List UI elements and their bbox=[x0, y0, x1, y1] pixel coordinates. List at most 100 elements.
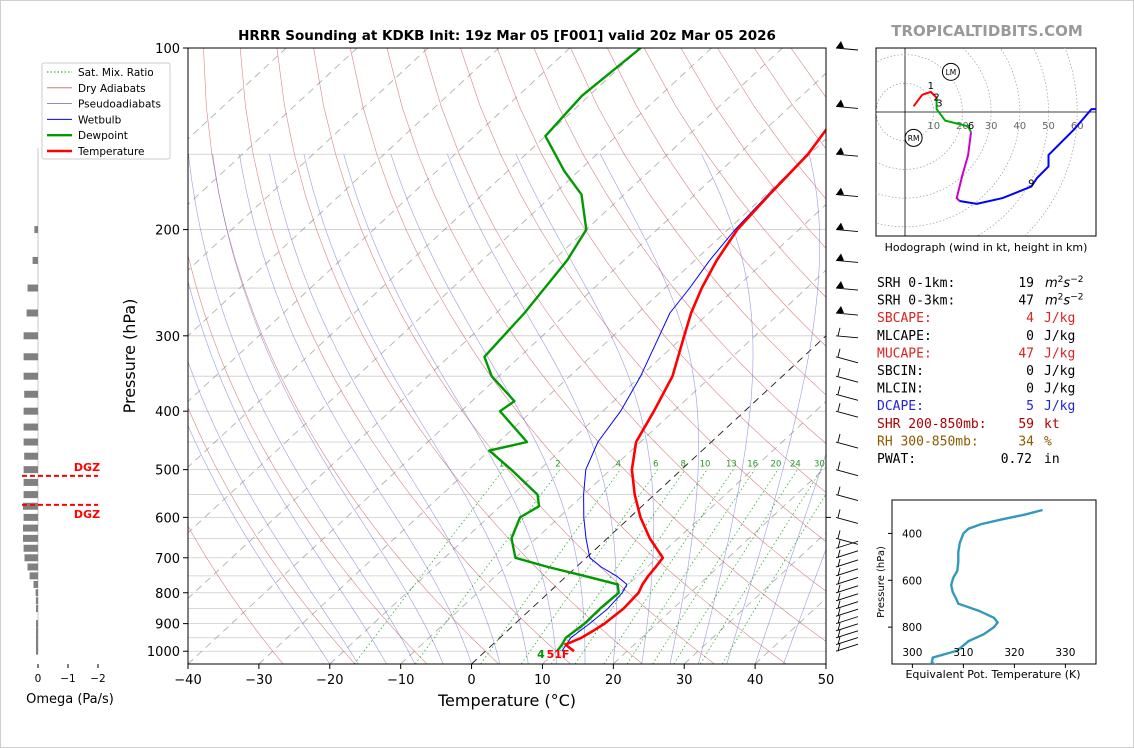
wind-barb bbox=[835, 550, 859, 559]
dgz-label: DGZ bbox=[74, 461, 100, 474]
wind-barb bbox=[835, 623, 859, 632]
surface-labels: 4 51F bbox=[537, 648, 569, 661]
omega-bar bbox=[23, 372, 38, 380]
chart-title: HRRR Sounding at KDKB Init: 19z Mar 05 [… bbox=[238, 28, 776, 44]
legend-label: Dry Adiabats bbox=[78, 83, 146, 95]
pseudoadiabat-line bbox=[783, 548, 826, 664]
index-value: 47 bbox=[1018, 346, 1034, 361]
index-unit-part: s bbox=[1063, 294, 1070, 309]
omega-bar bbox=[23, 534, 38, 542]
y-tick-label: 500 bbox=[155, 464, 180, 479]
wind-barb-feather bbox=[837, 643, 841, 652]
wetbulb-line bbox=[561, 128, 826, 652]
hodograph-ring bbox=[976, 48, 1049, 236]
mixing-ratio-line bbox=[721, 493, 826, 664]
omega-bar bbox=[36, 605, 38, 613]
index-unit: m2s−2 bbox=[1045, 275, 1083, 291]
wind-barb-feather bbox=[837, 509, 841, 518]
mixing-ratio-label: 10 bbox=[700, 460, 711, 470]
hodograph-ring bbox=[1023, 48, 1078, 236]
skew-t-profiles bbox=[483, 48, 826, 653]
x-tick-label: −20 bbox=[316, 673, 343, 688]
x-tick-label: 0 bbox=[467, 673, 475, 688]
omega-bar bbox=[35, 589, 38, 597]
dry-adiabat-line bbox=[533, 48, 826, 444]
wind-barb-flag bbox=[836, 281, 844, 289]
wind-barb bbox=[835, 630, 859, 639]
index-unit: % bbox=[1044, 434, 1052, 449]
wind-barb bbox=[835, 601, 859, 610]
wind-barb-feather bbox=[837, 592, 841, 601]
index-label: SRH 0-1km: bbox=[877, 276, 955, 291]
mixing-ratio-line bbox=[480, 469, 621, 664]
skew-t-xlabel: Temperature (°C) bbox=[437, 691, 576, 710]
y-tick-label: 200 bbox=[155, 224, 180, 239]
wind-barb-feather bbox=[837, 584, 841, 593]
hodograph-segment bbox=[935, 97, 972, 133]
wind-barb-feather bbox=[837, 608, 841, 617]
x-tick-label: −10 bbox=[387, 673, 414, 688]
wind-barb-flag bbox=[836, 147, 844, 155]
omega-bar bbox=[29, 572, 38, 580]
index-label: RH 300-850mb: bbox=[877, 434, 979, 449]
omega-bar bbox=[24, 390, 38, 398]
x-tick-label: 50 bbox=[818, 673, 835, 688]
wind-barb bbox=[835, 194, 859, 198]
index-value: 59 bbox=[1018, 417, 1034, 432]
legend-label: Pseudoadiabats bbox=[78, 99, 161, 111]
wind-barb bbox=[835, 585, 859, 594]
pseudoadiabat-line bbox=[447, 154, 617, 664]
omega-bar bbox=[23, 502, 38, 510]
wind-barb-feather bbox=[837, 576, 841, 585]
index-unit: in bbox=[1044, 452, 1060, 467]
index-value: 4 bbox=[1026, 311, 1034, 326]
wind-barb-feather bbox=[837, 386, 841, 395]
wind-barb bbox=[835, 616, 859, 625]
theta-e-line bbox=[930, 508, 1043, 664]
wind-barb-feather bbox=[837, 615, 841, 624]
wind-barb bbox=[835, 106, 859, 109]
y-tick-label: 300 bbox=[155, 330, 180, 345]
omega-bar bbox=[23, 466, 38, 474]
wind-barb-feather bbox=[837, 403, 841, 412]
dewpoint-line bbox=[483, 48, 642, 652]
theta-e-ylabel: Pressure (hPa) bbox=[876, 546, 887, 618]
dry-adiabat-line bbox=[276, 48, 643, 664]
legend-label: Temperature bbox=[77, 146, 145, 158]
omega-bar bbox=[23, 423, 38, 431]
dry-adiabat-line bbox=[203, 48, 499, 664]
theta-e-y-tick-label: 400 bbox=[902, 528, 922, 540]
pseudoadiabat-line bbox=[188, 280, 387, 664]
theta-e-x-tick-label: 300 bbox=[902, 647, 922, 659]
mixing-ratio-line bbox=[521, 469, 659, 664]
index-label: MLCAPE: bbox=[877, 329, 932, 344]
x-tick-label: −40 bbox=[174, 673, 201, 688]
theta-e-panel: 300 310 320 330 400 600 800 bbox=[888, 499, 1097, 668]
wind-barb bbox=[835, 568, 859, 577]
wind-barb bbox=[835, 410, 859, 418]
wind-barb-feather bbox=[837, 433, 841, 443]
skew-t-axis-ticks: −40 −30 −20 −10 0 10 20 30 40 50 100 200 300 400 500 60… bbox=[147, 42, 834, 688]
mixing-ratio-line bbox=[626, 469, 755, 664]
mixing-ratio-line bbox=[574, 469, 708, 664]
omega-tick-label: −2 bbox=[90, 673, 105, 685]
mixing-ratio-label: 16 bbox=[747, 460, 758, 470]
dry-adiabat-line bbox=[239, 48, 571, 664]
index-value: 0 bbox=[1026, 329, 1034, 344]
index-unit: kt bbox=[1044, 417, 1060, 432]
x-tick-label: 10 bbox=[534, 673, 551, 688]
hodograph-segment bbox=[959, 108, 1096, 205]
index-unit: J/kg bbox=[1044, 382, 1075, 397]
wind-barb-flag bbox=[836, 99, 844, 107]
omega-bar bbox=[27, 284, 38, 292]
pseudoadiabat-line bbox=[600, 154, 699, 664]
pseudoadiabat-line bbox=[754, 452, 826, 664]
wind-barb bbox=[835, 494, 859, 502]
omega-bar bbox=[23, 491, 38, 499]
hodograph-height-label: 9 bbox=[1028, 179, 1034, 190]
mixing-ratio-line bbox=[603, 469, 734, 664]
mixing-ratio-line bbox=[550, 469, 686, 664]
theta-e-xlabel: Equivalent Pot. Temperature (K) bbox=[905, 668, 1080, 681]
theta-e-frame bbox=[891, 499, 1097, 665]
